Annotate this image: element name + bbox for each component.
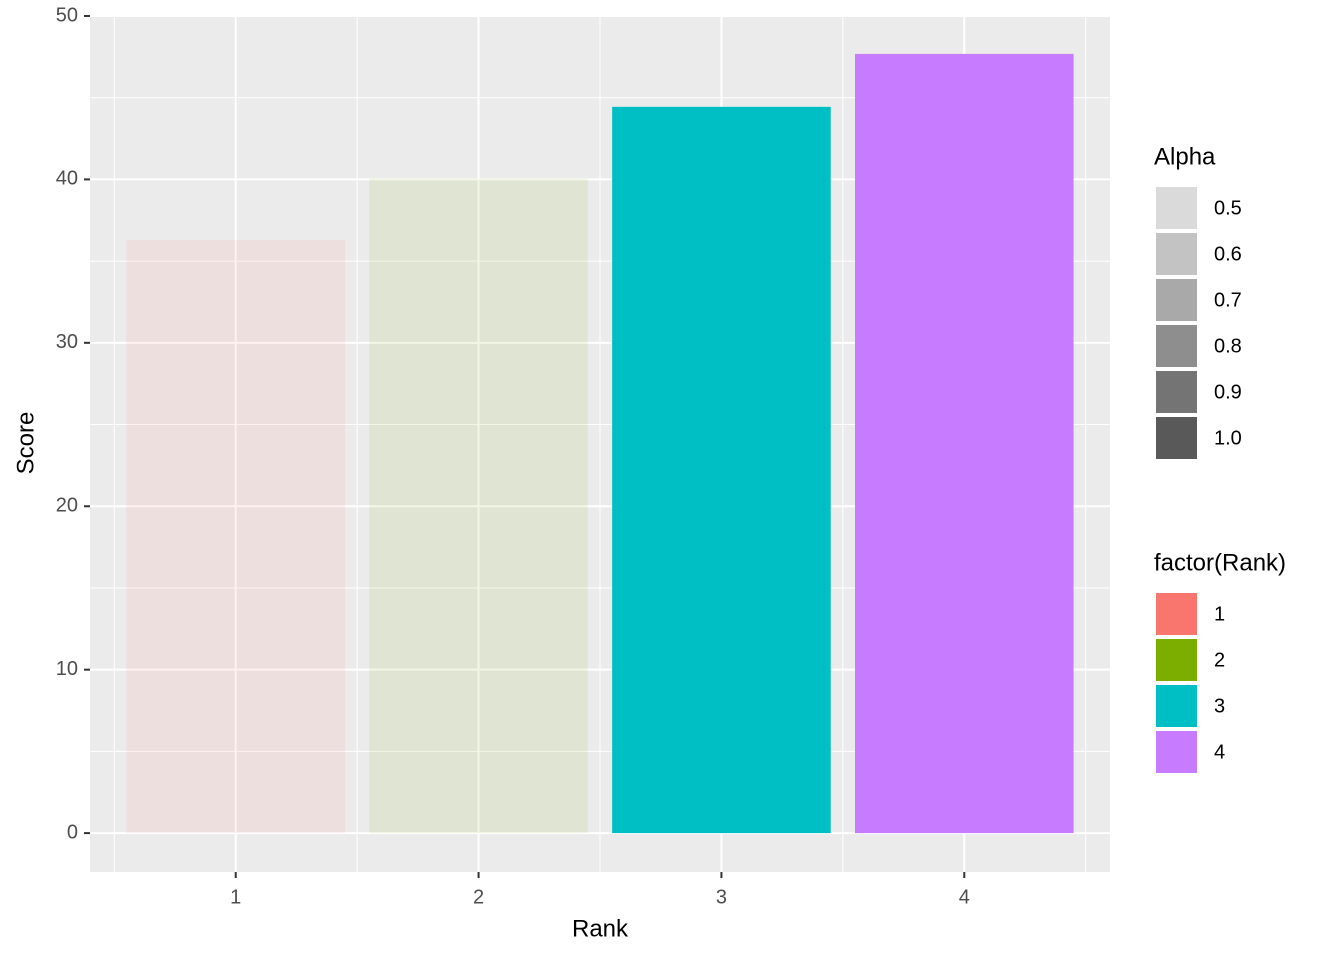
legend-key [1154, 323, 1199, 369]
y-tick-label: 20 [56, 495, 78, 517]
legend-title: Alpha [1154, 143, 1216, 170]
legend-label: 2 [1214, 649, 1225, 671]
x-tick-label: 3 [716, 886, 727, 908]
legend-key [1154, 637, 1199, 683]
legend-key [1154, 231, 1199, 277]
bar [369, 178, 588, 834]
x-tick-label: 2 [473, 886, 484, 908]
legend-label: 1.0 [1214, 427, 1242, 449]
legend-key [1154, 729, 1199, 775]
legend-key [1154, 369, 1199, 415]
y-tick-label: 50 [56, 4, 78, 26]
legend-title: factor(Rank) [1154, 549, 1286, 576]
legend-key [1154, 591, 1199, 637]
legend-label: 1 [1214, 603, 1225, 625]
bar [126, 239, 345, 834]
y-tick-label: 40 [56, 168, 78, 190]
legend-key [1154, 415, 1199, 461]
legend-label: 0.7 [1214, 289, 1242, 311]
y-tick-label: 10 [56, 658, 78, 680]
legend-label: 0.5 [1214, 197, 1242, 219]
x-axis-title: Rank [572, 915, 629, 942]
bar [855, 53, 1074, 834]
legend-key [1154, 277, 1199, 323]
y-axis-title: Score [12, 412, 39, 475]
legend-key [1154, 185, 1199, 231]
x-tick-label: 1 [230, 886, 241, 908]
y-tick-label: 0 [67, 821, 78, 843]
legend-label: 3 [1214, 695, 1225, 717]
legend-label: 0.6 [1214, 243, 1242, 265]
bar [612, 106, 831, 834]
legend-key [1154, 683, 1199, 729]
legend-label: 0.8 [1214, 335, 1242, 357]
y-tick-label: 30 [56, 331, 78, 353]
legend-label: 0.9 [1214, 381, 1242, 403]
x-tick-label: 4 [959, 886, 970, 908]
legend-label: 4 [1214, 741, 1225, 763]
